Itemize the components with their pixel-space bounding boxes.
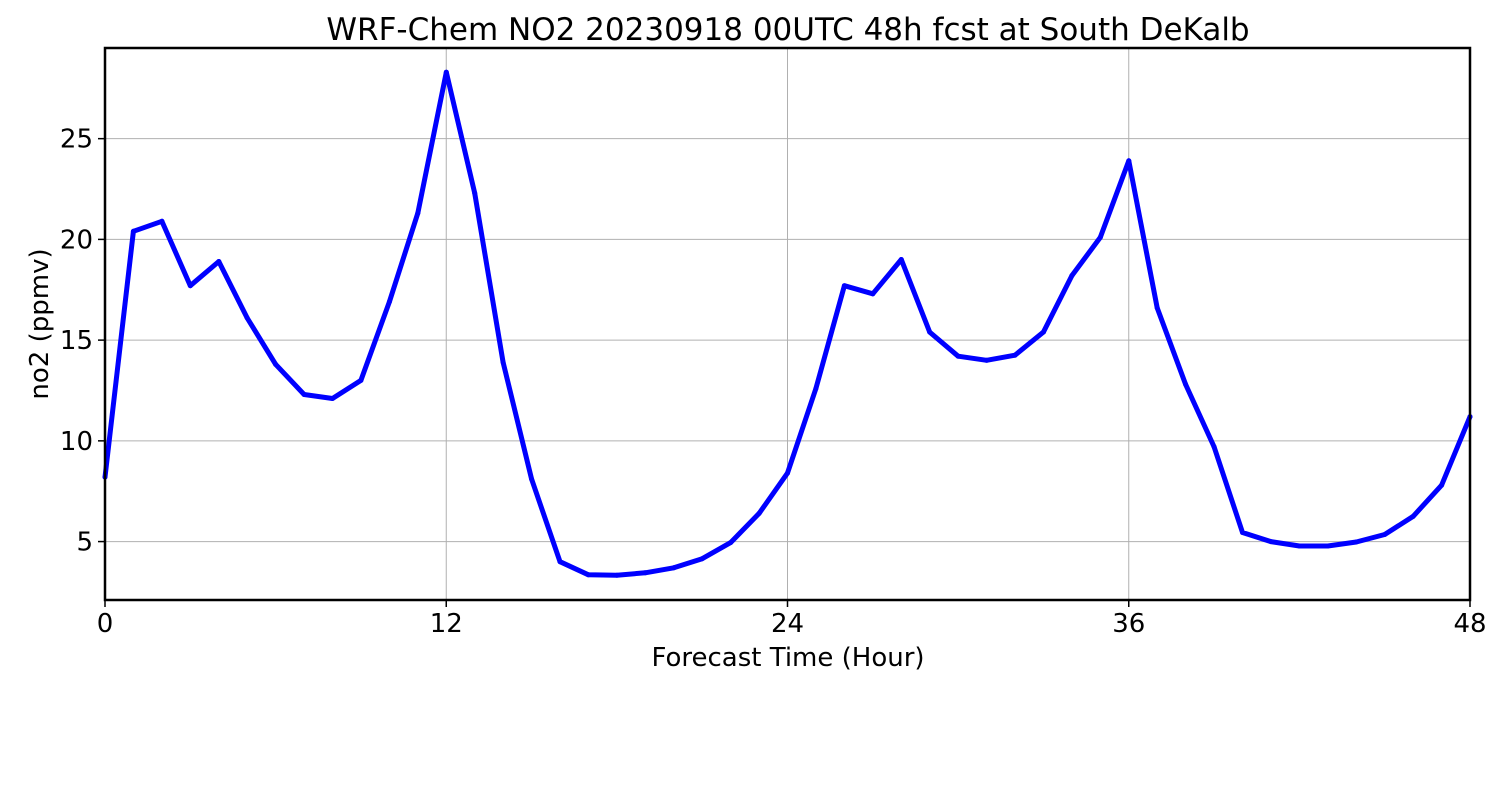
data-point — [671, 565, 677, 571]
data-point — [386, 299, 392, 305]
plot-frame — [103, 46, 1472, 602]
data-point — [1240, 530, 1245, 535]
data-point — [159, 218, 165, 224]
data-point — [1439, 482, 1445, 488]
x-tick-label: 0 — [97, 609, 114, 639]
data-point — [529, 476, 535, 482]
data-point — [699, 556, 705, 562]
data-point — [642, 570, 648, 576]
y-tick-label: 20 — [60, 225, 93, 255]
data-point — [841, 283, 847, 289]
data-point — [1069, 273, 1075, 279]
data-point — [244, 315, 250, 321]
data-point — [415, 210, 421, 216]
data-point — [216, 259, 222, 264]
x-tick-label: 12 — [430, 609, 463, 639]
y-tick-label: 25 — [60, 125, 93, 155]
data-point — [1325, 543, 1331, 549]
data-point — [472, 190, 478, 196]
data-point — [273, 361, 279, 367]
x-axis-label: Forecast Time (Hour) — [651, 643, 924, 673]
data-point — [756, 510, 762, 516]
data-point — [1410, 513, 1416, 519]
data-point — [785, 470, 790, 476]
data-point — [1211, 444, 1217, 450]
data-point — [585, 572, 591, 578]
y-tick-label: 15 — [60, 326, 93, 356]
data-point — [187, 283, 193, 289]
data-point — [1097, 234, 1103, 240]
data-point — [614, 572, 620, 578]
x-tick-label: 24 — [771, 609, 804, 639]
data-point — [728, 540, 734, 546]
data-point — [984, 357, 990, 363]
data-point — [130, 228, 136, 234]
data-point — [1183, 381, 1189, 387]
series-group — [102, 69, 1473, 578]
data-point — [955, 353, 961, 359]
data-point — [1126, 158, 1132, 164]
data-point — [1040, 329, 1046, 335]
y-tick-label: 10 — [60, 427, 93, 457]
data-point — [557, 559, 563, 565]
data-point — [870, 291, 876, 297]
data-point — [330, 396, 335, 401]
data-point — [1296, 543, 1302, 549]
data-point — [443, 69, 449, 75]
chart-title: WRF-Chem NO2 20230918 00UTC 48h fcst at … — [326, 12, 1249, 48]
data-point — [1154, 305, 1160, 311]
data-point — [813, 386, 819, 391]
data-point — [927, 329, 933, 335]
data-point — [1268, 539, 1274, 545]
grid-lines — [104, 48, 1471, 600]
x-tick-label: 48 — [1453, 609, 1486, 639]
data-point — [1353, 539, 1359, 545]
axis-ticks: 0 12 24 36 48 5 10 15 20 25 — [60, 125, 1487, 639]
y-tick-label: 5 — [76, 528, 93, 558]
data-point — [898, 257, 904, 262]
data-point — [1382, 532, 1388, 537]
y-axis-label: no2 (ppmv) — [25, 248, 55, 399]
data-point — [1012, 352, 1018, 358]
data-point — [301, 392, 307, 397]
x-tick-label: 36 — [1112, 609, 1145, 639]
data-point — [358, 377, 364, 383]
data-point — [500, 359, 506, 365]
